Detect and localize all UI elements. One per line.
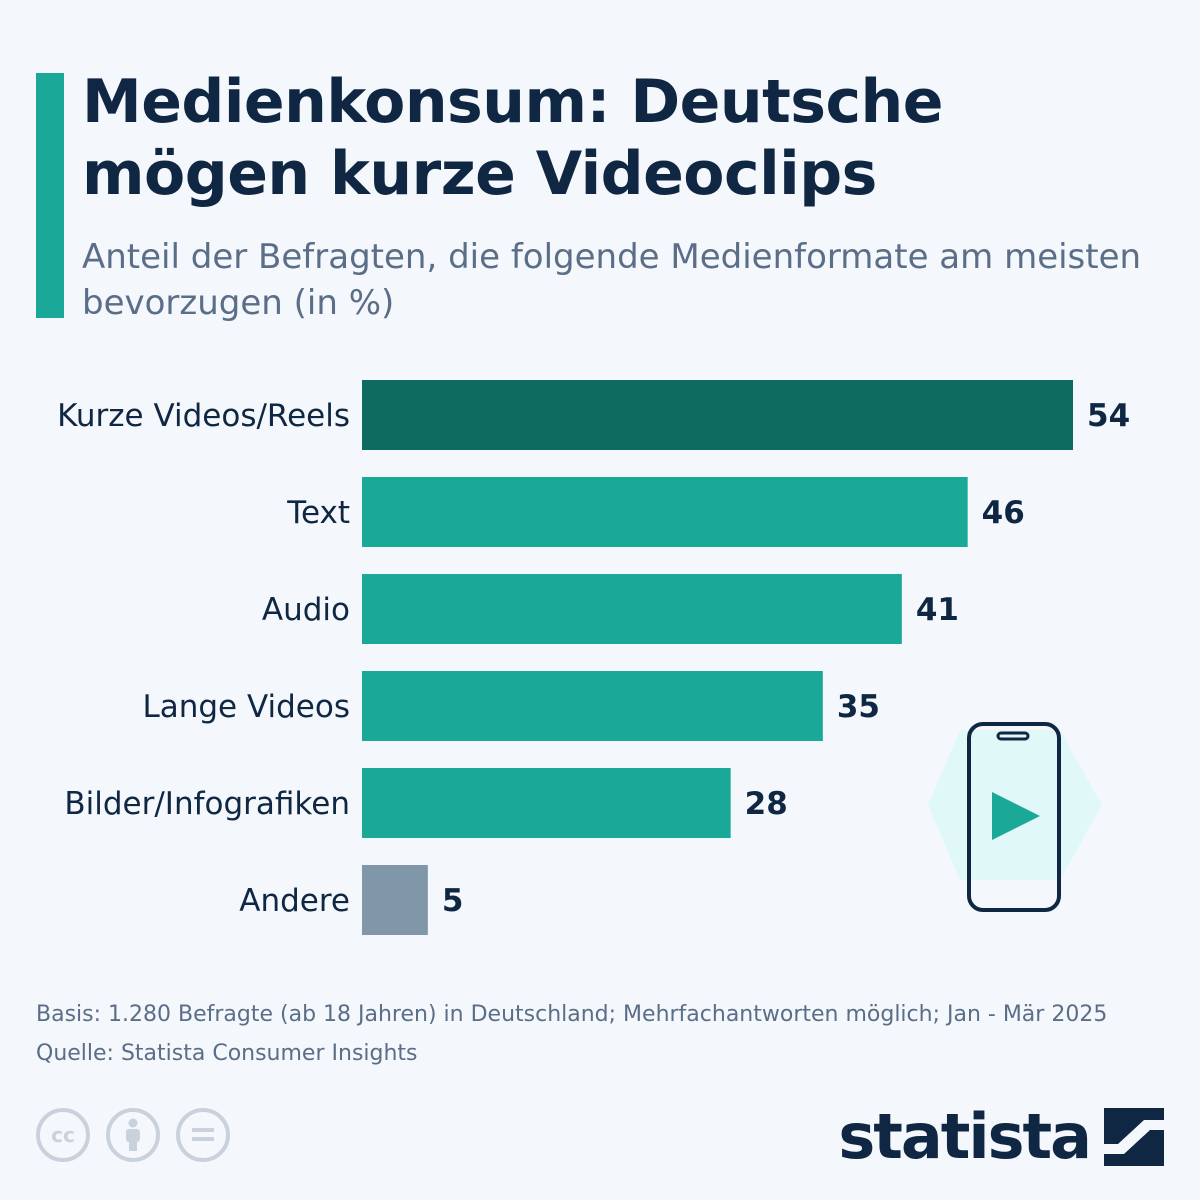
bar [362,477,968,547]
category-label: Bilder/Infografiken [64,786,350,822]
bar [362,865,428,935]
cc-icon[interactable]: cc [36,1108,90,1162]
value-label: 5 [442,883,464,919]
chart-subtitle: Anteil der Befragten, die folgende Medie… [82,237,1142,323]
category-label: Kurze Videos/Reels [57,398,350,434]
value-label: 28 [745,786,788,822]
phone-video-icon [928,722,1102,912]
value-label: 54 [1087,398,1130,434]
bar-chart: Kurze Videos/Reels 54 Text 46 Audio 41 Lange V… [57,380,1130,935]
bar [362,671,823,741]
category-label: Audio [262,592,350,628]
license-icons: cc [36,1108,230,1162]
value-label: 46 [982,495,1025,531]
footnote-basis: Basis: 1.280 Befragte (ab 18 Jahren) in … [36,1002,1108,1027]
value-label: 35 [837,689,880,725]
footnote-source: Quelle: Statista Consumer Insights [36,1041,418,1066]
attribution-icon[interactable] [106,1108,160,1162]
statista-mark-icon [1104,1107,1164,1166]
no-derivatives-icon[interactable] [176,1108,230,1162]
value-label: 41 [916,592,959,628]
category-label: Text [286,495,350,531]
accent-bar [36,73,64,318]
statista-logo[interactable]: statista [838,1100,1164,1173]
bar [362,380,1073,450]
category-label: Andere [239,883,350,919]
logo-text: statista [838,1100,1092,1173]
chart-title: Medienkonsum: Deutsche mögen kurze Video… [82,67,943,209]
bar [362,574,902,644]
bar [362,768,731,838]
category-label: Lange Videos [142,689,350,725]
